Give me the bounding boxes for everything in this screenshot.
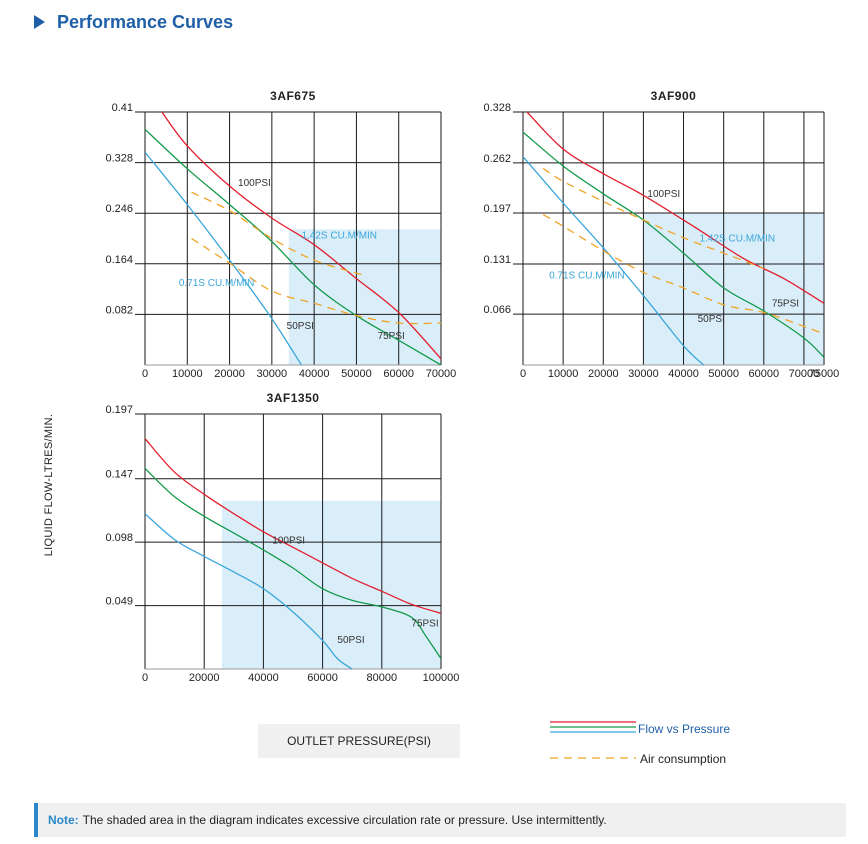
- curve-label: 100PSI: [647, 189, 680, 200]
- series-line-green: [523, 131, 824, 358]
- y-tick-label: 0.197: [105, 404, 133, 416]
- series-line-blue: [145, 513, 353, 669]
- x-tick-label: 40000: [248, 672, 279, 684]
- chart-3af900: 0 10000 20000 30000 40000 50000 60000 700007500…: [483, 89, 839, 380]
- curve-label: 75PSI: [772, 298, 799, 309]
- y-axis-title: LIQUID FLOW-LTRES/MIN.: [34, 400, 64, 570]
- y-tick-label: 0.262: [483, 153, 511, 165]
- triangle-bullet-icon: [34, 15, 45, 29]
- series-line-blue: [145, 151, 303, 365]
- series-line-orange-air: [191, 237, 441, 325]
- x-tick-label: 20000: [588, 368, 619, 380]
- x-tick-label: 30000: [628, 368, 659, 380]
- series-line-red: [145, 438, 441, 614]
- curve-label: 1.42S CU.M/MIN: [700, 234, 776, 245]
- chart-title: 3AF900: [651, 89, 697, 103]
- y-tick-label: 0.197: [483, 203, 511, 215]
- x-tick-label: 20000: [189, 672, 220, 684]
- curve-label: 50PSI: [287, 321, 314, 332]
- x-tick-label: 70000: [789, 368, 820, 380]
- y-tick-label: 0.049: [105, 596, 133, 608]
- y-tick-label: 0.41: [112, 102, 133, 114]
- curve-label: 100PSI: [238, 178, 271, 189]
- x-tick-label: 40000: [668, 368, 699, 380]
- legend-air-label: Air consumption: [640, 752, 727, 766]
- x-tick-label: 20000: [214, 368, 245, 380]
- series-line-orange-air: [542, 167, 765, 270]
- x-tick-label: 70000: [426, 368, 457, 380]
- x-tick-label: 50000: [708, 368, 739, 380]
- x-tick-label: 50000: [341, 368, 372, 380]
- series-line-green: [145, 128, 441, 365]
- curve-label: 1.42S CU.M/MIN: [301, 231, 377, 242]
- x-tick-label: 60000: [383, 368, 414, 380]
- y-tick-label: 0.328: [483, 102, 511, 114]
- note-text: The shaded area in the diagram indicates…: [82, 813, 607, 827]
- page-title: Performance Curves: [34, 10, 233, 34]
- curve-label: 100PSI: [272, 535, 305, 546]
- y-tick-label: 0.066: [483, 304, 511, 316]
- x-tick-label: 60000: [307, 672, 338, 684]
- series-line-orange-air: [542, 214, 824, 335]
- y-tick-label: 0.328: [105, 153, 133, 165]
- x-axis-title-text: OUTLET PRESSURE(PSI): [287, 734, 431, 748]
- shaded-area: [643, 213, 824, 365]
- chart-3af675: 0 10000 20000 30000 40000 50000 60000 70000 0.08…: [105, 89, 456, 380]
- x-tick-label: 80000: [367, 672, 398, 684]
- chart-title: 3AF675: [270, 89, 316, 103]
- x-axis-title: OUTLET PRESSURE(PSI): [258, 724, 460, 758]
- curve-label: 50PSI: [337, 635, 364, 646]
- series-line-red: [526, 112, 824, 304]
- y-axis-title-text: LIQUID FLOW-LTRES/MIN.: [43, 413, 55, 557]
- y-tick-label: 0.147: [105, 469, 133, 481]
- curve-label: 50PSI: [698, 314, 725, 325]
- chart-title: 3AF1350: [267, 391, 320, 405]
- x-tick-label: 30000: [257, 368, 288, 380]
- curve-label: 0.71S CU.M/MIN: [179, 278, 255, 289]
- page-title-text: Performance Curves: [57, 11, 234, 32]
- x-tick-label: 100000: [423, 672, 460, 684]
- y-tick-label: 0.131: [483, 254, 511, 266]
- curve-label: 75PSI: [378, 331, 405, 342]
- series-line-red: [161, 112, 441, 360]
- x-tick-label: 10000: [172, 368, 203, 380]
- y-tick-label: 0.246: [105, 203, 133, 215]
- series-group: [145, 438, 441, 669]
- x-tick-label: 0: [142, 368, 148, 380]
- note-banner: Note: The shaded area in the diagram ind…: [34, 803, 846, 837]
- x-tick-label: 75000: [809, 368, 840, 380]
- curve-label: 0.71S CU.M/MIN: [549, 271, 625, 282]
- series-line-green: [145, 467, 441, 659]
- legend: Flow vs Pressure Air consumption: [548, 718, 848, 778]
- legend-swatches: [550, 721, 636, 759]
- series-line-blue: [523, 156, 705, 365]
- shaded-area: [221, 500, 441, 669]
- legend-flow-label: Flow vs Pressure: [638, 722, 731, 736]
- series-line-orange-air: [191, 191, 366, 277]
- curve-label: 75PSI: [411, 618, 438, 629]
- x-tick-label: 0: [520, 368, 526, 380]
- series-group: [145, 112, 441, 365]
- x-tick-label: 10000: [548, 368, 579, 380]
- x-tick-label: 60000: [749, 368, 780, 380]
- y-tick-label: 0.082: [105, 304, 133, 316]
- x-tick-label: 40000: [299, 368, 330, 380]
- series-group: [523, 112, 824, 365]
- note-prefix: Note:: [48, 813, 79, 827]
- x-tick-label: 0: [142, 672, 148, 684]
- chart-3af1350: 0 20000 40000 60000 80000 100000 0.049 0.098 0.1…: [105, 391, 459, 684]
- shaded-area: [288, 229, 441, 365]
- y-tick-label: 0.098: [105, 532, 133, 544]
- y-tick-label: 0.164: [105, 254, 133, 266]
